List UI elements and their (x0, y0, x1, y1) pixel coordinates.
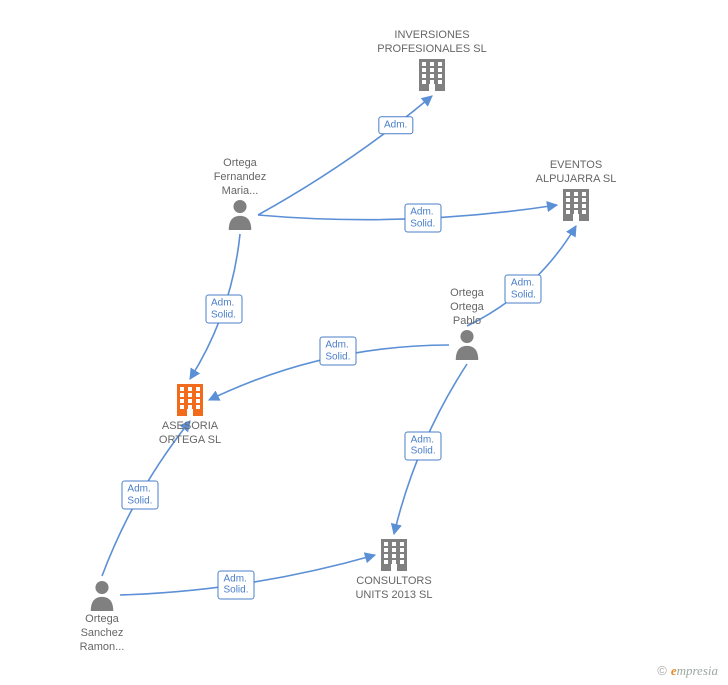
edge-label: Adm. (378, 116, 413, 134)
edge-label: Adm. Solid. (404, 204, 441, 233)
credit: ©empresia (657, 663, 718, 679)
building-icon (372, 57, 492, 93)
edge-label: Adm. Solid. (505, 275, 542, 304)
node-maria: OrtegaFernandezMaria... (180, 155, 300, 230)
node-consultors: CONSULTORSUNITS 2013 SL (334, 537, 454, 603)
building-icon (334, 537, 454, 573)
brand-rest: mpresia (677, 663, 718, 678)
node-inversiones: INVERSIONESPROFESIONALES SL (372, 27, 492, 93)
node-label: OrtegaSanchezRamon... (42, 613, 162, 654)
node-label: INVERSIONESPROFESIONALES SL (372, 29, 492, 57)
person-icon (407, 328, 527, 360)
node-label: CONSULTORSUNITS 2013 SL (334, 575, 454, 603)
diagram-stage: ASESORIAORTEGA SL INVERSIONESPROFESIONALE… (0, 0, 728, 685)
person-icon (42, 579, 162, 611)
edge-label: Adm. Solid. (217, 570, 254, 599)
edge-label: Adm. Solid. (319, 337, 356, 366)
node-eventos: EVENTOSALPUJARRA SL (516, 157, 636, 223)
edge-label: Adm. Solid. (121, 481, 158, 510)
node-label: ASESORIAORTEGA SL (130, 420, 250, 448)
copyright-symbol: © (657, 663, 667, 678)
edge-label: Adm. Solid. (405, 431, 442, 460)
node-asesoria: ASESORIAORTEGA SL (130, 382, 250, 448)
building-icon (516, 187, 636, 223)
building-icon (130, 382, 250, 418)
node-label: OrtegaFernandezMaria... (180, 157, 300, 198)
person-icon (180, 198, 300, 230)
edge-label: Adm. Solid. (205, 295, 242, 324)
node-label: EVENTOSALPUJARRA SL (516, 159, 636, 187)
node-ramon: OrtegaSanchezRamon... (42, 579, 162, 654)
